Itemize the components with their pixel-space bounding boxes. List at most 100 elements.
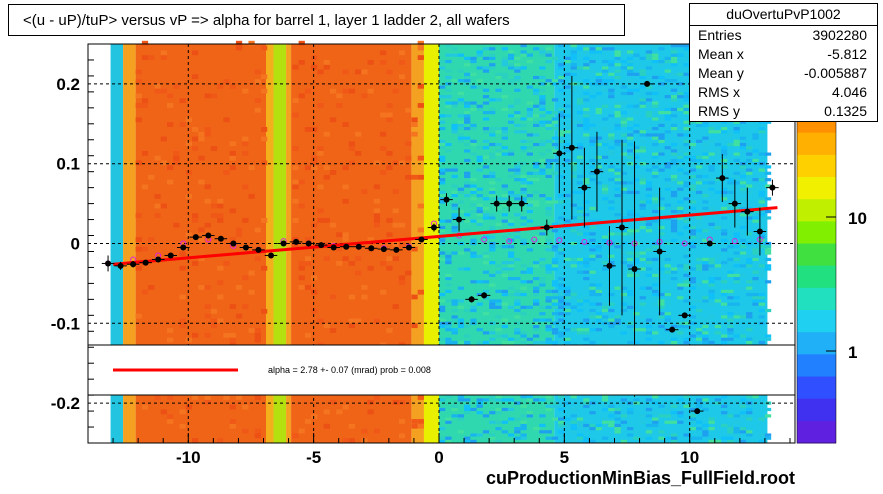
heatmap-cell [539, 98, 546, 102]
heatmap-cell [514, 69, 521, 73]
heatmap-cell [670, 98, 678, 102]
heatmap-cell [633, 436, 640, 440]
heatmap-cell [627, 273, 634, 278]
heatmap-cell [758, 152, 765, 156]
heatmap-cell [564, 423, 571, 428]
heatmap-cell [551, 280, 559, 284]
heatmap-cell [570, 420, 577, 424]
heatmap-cell [539, 235, 546, 239]
heatmap-cell [727, 318, 734, 322]
heatmap-cell [670, 63, 678, 67]
heatmap-cell [185, 337, 193, 343]
heatmap-cell [173, 150, 180, 156]
heatmap-cell [545, 229, 552, 233]
heatmap-cell [329, 88, 337, 94]
heatmap-cell [689, 158, 696, 163]
heatmap-cell [758, 299, 765, 303]
stats-row-mean-y: Mean y -0.005887 [690, 64, 877, 83]
heatmap-cell [739, 213, 747, 217]
heatmap-cell [739, 197, 747, 201]
heatmap-cell [746, 395, 753, 399]
heatmap-cell [639, 98, 646, 102]
heatmap-cell [608, 59, 615, 64]
heatmap-cell [589, 427, 596, 431]
heatmap-cell [764, 245, 772, 249]
heatmap-cell [217, 438, 224, 443]
heatmap-cell [652, 155, 659, 159]
heatmap-cell [620, 292, 628, 297]
heatmap-cell [545, 296, 552, 300]
heatmap-cell [457, 133, 465, 137]
heatmap-cell [564, 289, 571, 293]
heatmap-cell [576, 181, 584, 185]
heatmap-cell [242, 136, 249, 142]
heatmap-cell [438, 85, 446, 89]
heatmap-cell [317, 69, 324, 75]
data-point [405, 244, 412, 251]
heatmap-cell [564, 328, 571, 332]
heatmap-cell [457, 267, 465, 271]
heatmap-cell [721, 238, 728, 242]
heatmap-cell [645, 79, 653, 83]
heatmap-cell [551, 404, 559, 408]
heatmap-cell [520, 436, 527, 440]
heatmap-cell [683, 340, 690, 345]
heatmap-cell [708, 302, 715, 306]
heatmap-cell [752, 251, 759, 255]
heatmap-cell [154, 203, 161, 209]
heatmap-cell [526, 337, 534, 341]
heatmap-cell [229, 423, 236, 429]
heatmap-cell [526, 219, 534, 223]
heatmap-cell [746, 206, 753, 210]
heatmap-cell [652, 401, 659, 405]
heatmap-cell [614, 174, 621, 179]
heatmap-cell [457, 136, 465, 140]
heatmap-cell [677, 283, 684, 287]
heatmap-cell [507, 194, 515, 198]
heatmap-cell [614, 245, 621, 249]
heatmap-cell [758, 130, 765, 134]
heatmap-cell [539, 312, 546, 316]
heatmap-cell [438, 292, 446, 297]
heatmap-cell [670, 229, 678, 233]
heatmap-cell [589, 206, 596, 210]
heatmap-cell [495, 98, 502, 102]
heatmap-cell [501, 126, 508, 131]
heatmap-cell [489, 216, 496, 220]
data-point [568, 144, 575, 151]
heatmap-cell [476, 222, 483, 226]
heatmap-cell [608, 206, 615, 210]
heatmap-cell [721, 152, 728, 156]
heatmap-cell [664, 56, 671, 60]
heatmap-cell [141, 404, 149, 410]
heatmap-cell [683, 225, 690, 230]
heatmap-cell [614, 286, 621, 290]
heatmap-cell [601, 117, 609, 121]
heatmap-cell [570, 120, 577, 124]
heatmap-cell [501, 197, 508, 201]
heatmap-cell [489, 299, 496, 303]
heatmap-cell [620, 216, 628, 220]
heatmap-cell [727, 423, 734, 428]
heatmap-cell [652, 219, 659, 223]
heatmap-cell [392, 208, 399, 214]
heatmap-cell [457, 299, 465, 303]
heatmap-cell [595, 155, 602, 159]
heatmap-cell [746, 190, 753, 195]
heatmap-cell [135, 69, 142, 75]
heatmap-cell [695, 235, 703, 239]
heatmap-cell [595, 257, 602, 262]
heatmap-cell [438, 407, 446, 412]
heatmap-cell [507, 50, 515, 54]
heatmap-cell [670, 433, 678, 437]
heatmap-cell [658, 257, 665, 262]
heatmap-cell [545, 213, 552, 217]
heatmap-cell [451, 123, 458, 127]
heatmap-cell [708, 130, 715, 134]
heatmap-cell [670, 142, 678, 147]
heatmap-cell [683, 264, 690, 268]
heatmap-cell [495, 411, 502, 415]
heatmap-cell [764, 433, 772, 437]
heatmap-cell [733, 427, 740, 431]
heatmap-cell [652, 171, 659, 175]
